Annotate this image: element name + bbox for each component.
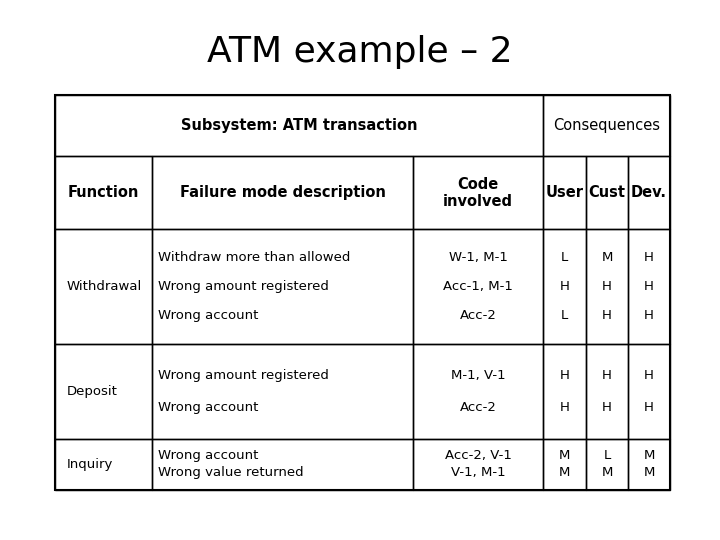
Text: Wrong value returned: Wrong value returned — [158, 467, 304, 480]
Bar — [55, 156, 152, 230]
Text: M: M — [644, 449, 654, 462]
Bar — [55, 95, 670, 490]
Text: ATM example – 2: ATM example – 2 — [207, 35, 513, 69]
Bar — [55, 438, 152, 490]
Text: Subsystem: ATM transaction: Subsystem: ATM transaction — [181, 118, 418, 133]
Text: Consequences: Consequences — [553, 118, 660, 133]
Bar — [55, 230, 152, 344]
Text: M: M — [644, 467, 654, 480]
Bar — [544, 230, 586, 344]
Bar — [628, 230, 670, 344]
Bar — [586, 438, 628, 490]
Text: H: H — [644, 369, 654, 382]
Text: Wrong amount registered: Wrong amount registered — [158, 280, 329, 293]
Text: M: M — [601, 252, 613, 265]
Bar — [544, 95, 670, 156]
Text: H: H — [559, 369, 570, 382]
Bar — [152, 156, 413, 230]
Bar — [413, 344, 544, 438]
Bar — [413, 438, 544, 490]
Text: H: H — [602, 280, 612, 293]
Text: Wrong amount registered: Wrong amount registered — [158, 369, 329, 382]
Text: Dev.: Dev. — [631, 185, 667, 200]
Bar — [413, 156, 544, 230]
Text: M: M — [601, 467, 613, 480]
Bar — [628, 438, 670, 490]
Text: Code
involved: Code involved — [443, 177, 513, 209]
Bar — [55, 95, 544, 156]
Text: H: H — [644, 252, 654, 265]
Bar — [544, 438, 586, 490]
Text: L: L — [603, 449, 611, 462]
Text: W-1, M-1: W-1, M-1 — [449, 252, 508, 265]
Text: Acc-1, M-1: Acc-1, M-1 — [444, 280, 513, 293]
Text: Cust: Cust — [588, 185, 626, 200]
Bar — [544, 156, 586, 230]
Text: Withdrawal: Withdrawal — [67, 280, 142, 293]
Text: Acc-2: Acc-2 — [459, 309, 497, 322]
Text: H: H — [559, 401, 570, 414]
Text: L: L — [561, 252, 568, 265]
Bar — [152, 344, 413, 438]
Text: L: L — [561, 309, 568, 322]
Text: Deposit: Deposit — [67, 384, 117, 398]
Text: V-1, M-1: V-1, M-1 — [451, 467, 505, 480]
Text: H: H — [644, 280, 654, 293]
Bar — [628, 344, 670, 438]
Text: Acc-2: Acc-2 — [459, 401, 497, 414]
Bar — [586, 230, 628, 344]
Text: Wrong account: Wrong account — [158, 309, 258, 322]
Bar — [628, 156, 670, 230]
Bar — [544, 344, 586, 438]
Bar — [413, 230, 544, 344]
Text: H: H — [602, 401, 612, 414]
Bar — [55, 344, 152, 438]
Text: Acc-2, V-1: Acc-2, V-1 — [445, 449, 511, 462]
Text: Failure mode description: Failure mode description — [179, 185, 385, 200]
Text: Wrong account: Wrong account — [158, 401, 258, 414]
Text: M-1, V-1: M-1, V-1 — [451, 369, 505, 382]
Bar — [152, 230, 413, 344]
Text: M: M — [559, 467, 570, 480]
Text: M: M — [559, 449, 570, 462]
Bar — [586, 156, 628, 230]
Text: H: H — [644, 309, 654, 322]
Text: Wrong account: Wrong account — [158, 449, 258, 462]
Text: H: H — [559, 280, 570, 293]
Text: Function: Function — [68, 185, 139, 200]
Bar — [586, 344, 628, 438]
Text: H: H — [602, 369, 612, 382]
Text: Withdraw more than allowed: Withdraw more than allowed — [158, 252, 351, 265]
Text: H: H — [644, 401, 654, 414]
Text: H: H — [602, 309, 612, 322]
Text: User: User — [546, 185, 583, 200]
Text: Inquiry: Inquiry — [67, 458, 113, 471]
Bar — [152, 438, 413, 490]
